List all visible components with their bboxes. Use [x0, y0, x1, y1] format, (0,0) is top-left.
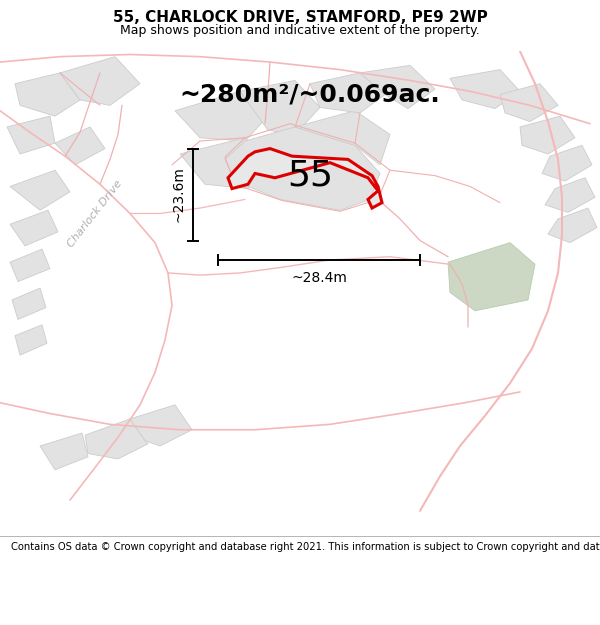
Polygon shape	[40, 433, 88, 470]
Polygon shape	[228, 149, 382, 208]
Polygon shape	[15, 73, 80, 116]
Polygon shape	[10, 170, 70, 210]
Polygon shape	[225, 127, 380, 210]
Text: ~28.4m: ~28.4m	[291, 271, 347, 285]
Polygon shape	[360, 65, 435, 109]
Polygon shape	[450, 69, 520, 109]
Polygon shape	[15, 325, 47, 355]
Polygon shape	[10, 210, 58, 246]
Polygon shape	[10, 249, 50, 282]
Polygon shape	[310, 73, 385, 113]
Text: 55: 55	[287, 159, 333, 192]
Polygon shape	[542, 146, 592, 181]
Text: ~280m²/~0.069ac.: ~280m²/~0.069ac.	[179, 82, 440, 106]
Polygon shape	[7, 116, 55, 154]
Polygon shape	[520, 116, 575, 154]
Text: Charlock Drive: Charlock Drive	[66, 178, 124, 249]
Polygon shape	[60, 57, 140, 106]
Text: Map shows position and indicative extent of the property.: Map shows position and indicative extent…	[120, 24, 480, 37]
Polygon shape	[180, 138, 270, 189]
Polygon shape	[545, 177, 595, 212]
Polygon shape	[500, 84, 558, 121]
Polygon shape	[548, 208, 597, 242]
Polygon shape	[448, 242, 535, 311]
Text: 55, CHARLOCK DRIVE, STAMFORD, PE9 2WP: 55, CHARLOCK DRIVE, STAMFORD, PE9 2WP	[113, 10, 487, 25]
Text: Contains OS data © Crown copyright and database right 2021. This information is : Contains OS data © Crown copyright and d…	[11, 542, 600, 552]
Polygon shape	[130, 405, 192, 446]
Polygon shape	[240, 81, 320, 134]
Polygon shape	[55, 127, 105, 165]
Polygon shape	[12, 288, 46, 319]
Polygon shape	[175, 91, 268, 141]
Text: ~23.6m: ~23.6m	[171, 167, 185, 222]
Polygon shape	[85, 419, 148, 459]
Polygon shape	[295, 111, 390, 165]
